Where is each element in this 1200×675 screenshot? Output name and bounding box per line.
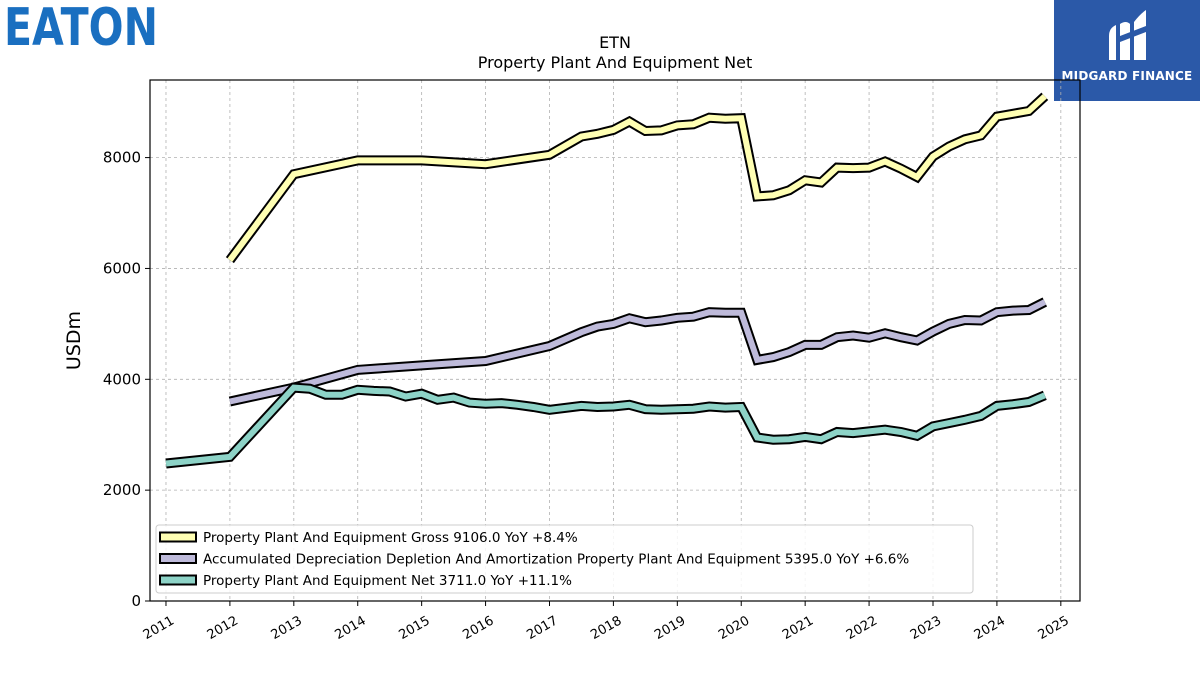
- legend-entry: Property Plant And Equipment Net 3711.0 …: [203, 573, 572, 589]
- legend-swatch: [159, 531, 197, 543]
- x-tick-label: 2016: [460, 613, 496, 643]
- x-tick-label: 2025: [1036, 613, 1072, 643]
- x-tick-label: 2013: [269, 613, 305, 643]
- plot-frame: [149, 79, 1081, 602]
- x-tick-label: 2022: [844, 613, 880, 643]
- y-tick-label: 8000: [103, 149, 141, 167]
- midgard-finance-logo: MIDGARD FINANCE: [1054, 0, 1200, 101]
- x-tick-label: 2019: [652, 613, 688, 643]
- midgard-finance-label: MIDGARD FINANCE: [1061, 69, 1193, 83]
- legend-swatch: [159, 574, 197, 586]
- series-line-1: [229, 299, 1047, 405]
- series-outline-2: [165, 382, 1047, 469]
- y-axis-label: USDm: [63, 311, 85, 370]
- legend-entry: Accumulated Depreciation Depletion And A…: [203, 552, 909, 568]
- y-tick-label: 2000: [103, 481, 141, 499]
- x-tick-label: 2011: [141, 613, 177, 643]
- series-line-0: [227, 94, 1047, 262]
- grid: [150, 80, 1080, 602]
- x-tick-label: 2015: [396, 613, 432, 643]
- y-tick-label: 0: [131, 592, 141, 610]
- y-tick-label: 4000: [103, 370, 141, 388]
- midgard-emblem-icon: [1109, 10, 1146, 60]
- legend: Property Plant And Equipment Gross 9106.…: [155, 524, 974, 594]
- series-outline-0: [225, 92, 1049, 264]
- y-tick-label: 6000: [103, 259, 141, 277]
- x-tick-label: 2020: [716, 613, 752, 643]
- series-line-2: [165, 384, 1046, 467]
- x-tick-label: 2024: [972, 613, 1008, 643]
- chart-title: ETN: [599, 33, 631, 52]
- series-layer: [165, 92, 1049, 469]
- x-tick-label: 2021: [780, 613, 816, 643]
- x-tick-label: 2012: [205, 613, 241, 643]
- x-tick-label: 2017: [524, 613, 560, 643]
- x-tick-label: 2023: [908, 613, 944, 643]
- legend-swatch: [159, 553, 197, 564]
- x-tick-label: 2018: [588, 613, 624, 643]
- legend-entry: Property Plant And Equipment Gross 9106.…: [203, 530, 578, 546]
- x-tick-label: 2014: [333, 613, 369, 643]
- legend-box: [155, 524, 974, 594]
- chart-subtitle: Property Plant And Equipment Net: [478, 53, 753, 72]
- eaton-logo: EATON: [4, 0, 160, 58]
